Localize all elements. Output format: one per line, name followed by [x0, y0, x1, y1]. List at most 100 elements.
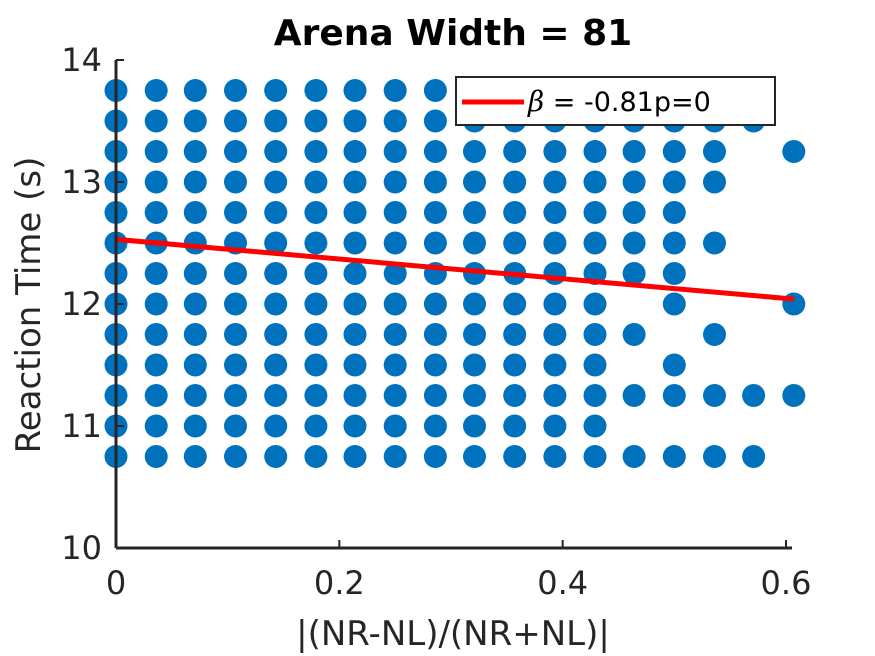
data-point [304, 445, 328, 468]
data-point [662, 262, 686, 285]
data-point [383, 201, 407, 224]
data-point [183, 323, 207, 346]
data-point [304, 170, 328, 194]
data-point [503, 353, 527, 377]
legend-text: = -0.81p=0 [544, 87, 711, 118]
data-point [662, 231, 686, 255]
data-point [183, 292, 207, 316]
data-point [304, 262, 328, 285]
chart-title: Arena Width = 81 [274, 13, 632, 54]
data-point [264, 414, 288, 438]
data-point [383, 170, 407, 194]
data-point [383, 292, 407, 316]
data-point [543, 384, 567, 407]
data-point [583, 170, 607, 194]
data-point [343, 445, 367, 468]
data-point [183, 262, 207, 285]
data-point [583, 292, 607, 316]
data-point [662, 140, 686, 163]
data-point [622, 323, 646, 346]
data-point [742, 445, 766, 468]
data-point [264, 445, 288, 468]
data-point [343, 231, 367, 255]
data-point [264, 292, 288, 316]
data-point [583, 445, 607, 468]
legend-label: β = -0.81p=0 [527, 85, 711, 118]
data-point [703, 323, 726, 346]
data-point [662, 384, 686, 407]
data-point [304, 384, 328, 407]
data-point [543, 323, 567, 346]
data-point [463, 231, 486, 255]
data-point [782, 384, 806, 407]
data-point [583, 323, 607, 346]
data-point [583, 414, 607, 438]
data-point [463, 353, 486, 377]
data-point [343, 414, 367, 438]
data-point [423, 79, 447, 102]
data-point [144, 262, 168, 285]
data-point [183, 445, 207, 468]
data-point [622, 384, 646, 407]
data-point [583, 353, 607, 377]
data-point [543, 170, 567, 194]
data-point [224, 414, 247, 438]
data-point [144, 384, 168, 407]
data-point [583, 201, 607, 224]
data-point [782, 140, 806, 163]
data-point [543, 292, 567, 316]
data-point [144, 140, 168, 163]
data-point [304, 292, 328, 316]
data-point [662, 170, 686, 194]
data-point [423, 170, 447, 194]
data-point [543, 140, 567, 163]
data-point [543, 445, 567, 468]
data-point [224, 170, 247, 194]
y-tick-label: 14 [61, 41, 102, 79]
data-point [703, 231, 726, 255]
data-point [423, 140, 447, 163]
data-point [304, 323, 328, 346]
y-tick-label: 13 [61, 163, 102, 201]
data-point [543, 201, 567, 224]
data-point [463, 323, 486, 346]
data-point [583, 140, 607, 163]
data-point [144, 414, 168, 438]
x-axis-ticks: 0 0.2 0.4 0.6 [106, 540, 811, 602]
data-point [343, 384, 367, 407]
data-point [383, 140, 407, 163]
data-point [463, 414, 486, 438]
data-point [304, 414, 328, 438]
data-point [703, 170, 726, 194]
data-point [622, 201, 646, 224]
data-point [264, 231, 288, 255]
data-point [543, 262, 567, 285]
data-point [423, 384, 447, 407]
data-point [383, 109, 407, 133]
data-point [662, 353, 686, 377]
data-point [583, 384, 607, 407]
x-tick-label: 0.4 [537, 564, 588, 602]
y-tick-label: 10 [61, 529, 102, 567]
data-point [343, 262, 367, 285]
data-point [423, 292, 447, 316]
data-point [622, 140, 646, 163]
data-point [144, 292, 168, 316]
data-point [383, 323, 407, 346]
data-point [662, 201, 686, 224]
data-point [423, 201, 447, 224]
data-point [144, 445, 168, 468]
data-point [383, 262, 407, 285]
data-point [503, 292, 527, 316]
data-point [503, 170, 527, 194]
data-point [264, 323, 288, 346]
data-point [264, 262, 288, 285]
data-point [304, 231, 328, 255]
data-point [183, 414, 207, 438]
axes [114, 60, 792, 550]
data-point [463, 445, 486, 468]
y-axis-label: Reaction Time (s) [9, 157, 49, 454]
data-point [583, 231, 607, 255]
data-point [343, 323, 367, 346]
